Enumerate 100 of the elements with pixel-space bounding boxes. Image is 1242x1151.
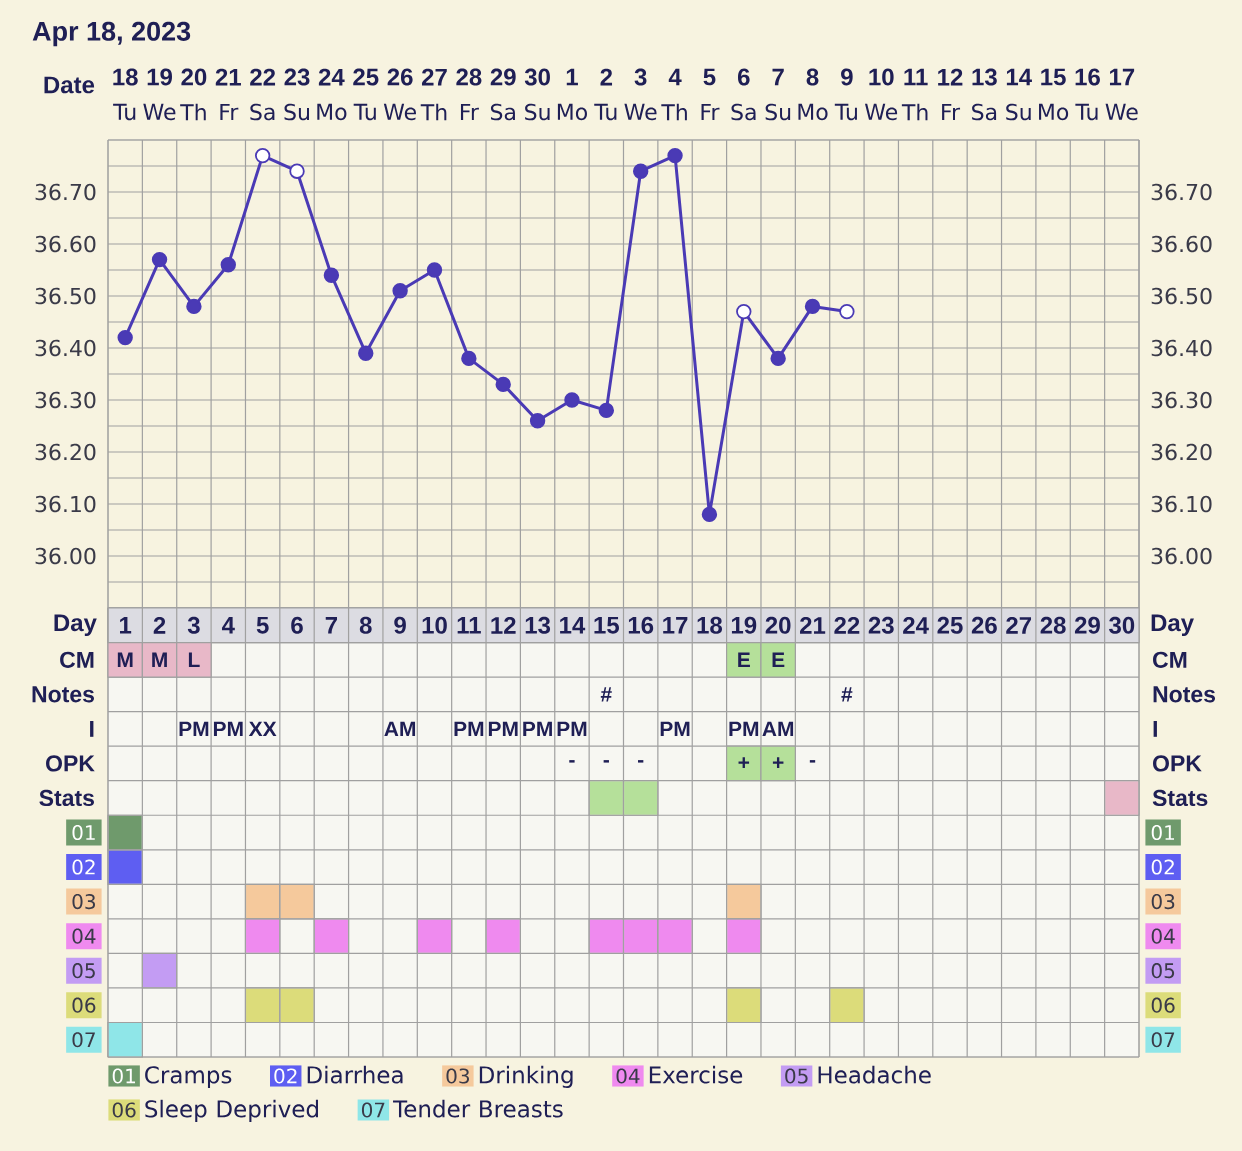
text: Su bbox=[525, 103, 550, 121]
text: Tender Breasts bbox=[393, 1099, 563, 1118]
text: Th bbox=[901, 103, 928, 121]
x-tick-label: 4 bbox=[668, 68, 682, 86]
x-tick-label: 7 bbox=[325, 617, 338, 634]
text: Mo bbox=[317, 103, 347, 121]
text: Fr bbox=[460, 103, 479, 121]
x-tick-label: 13 bbox=[525, 616, 551, 634]
x-tick-label: 2 bbox=[600, 68, 613, 86]
text: Mo bbox=[798, 103, 828, 121]
text: We bbox=[864, 103, 898, 121]
text: E bbox=[772, 652, 785, 668]
y-tick-label: 03 bbox=[1151, 894, 1175, 910]
text: Tu bbox=[834, 103, 857, 121]
category-label: 01 bbox=[112, 1068, 135, 1084]
text: Su bbox=[1006, 103, 1031, 121]
point bbox=[151, 251, 168, 268]
point bbox=[461, 350, 477, 367]
y-tick-label: 07 bbox=[1151, 1032, 1175, 1048]
y-tick-label: 36.70 bbox=[35, 183, 96, 201]
point bbox=[667, 147, 683, 164]
point bbox=[804, 298, 821, 315]
point bbox=[701, 506, 718, 523]
x-tick-label: 10 bbox=[422, 616, 447, 634]
text: Sleep Deprived bbox=[145, 1099, 318, 1123]
point bbox=[426, 262, 443, 278]
point bbox=[254, 147, 271, 164]
annotation: Exercise bbox=[649, 1065, 743, 1084]
annotation: Headache bbox=[818, 1065, 931, 1084]
text: We bbox=[1105, 103, 1138, 121]
x-tick-label: 27 bbox=[1006, 616, 1032, 634]
x-tick-label: 9 bbox=[394, 616, 406, 634]
text: Su bbox=[284, 103, 309, 121]
y-tick-label: 01 bbox=[1151, 824, 1175, 841]
text: - bbox=[809, 760, 816, 763]
x-tick-label: 6 bbox=[291, 616, 303, 634]
y-tick-label: 02 bbox=[1151, 859, 1174, 875]
x-tick-label: 3 bbox=[634, 68, 647, 86]
text: # bbox=[841, 687, 853, 702]
text: XX bbox=[248, 721, 277, 737]
text: AM bbox=[762, 721, 794, 737]
text: We bbox=[624, 103, 657, 121]
x-tick-label: 12 bbox=[938, 68, 963, 86]
x-tick-label: 30 bbox=[524, 68, 550, 86]
annotation: Cramps bbox=[145, 1066, 232, 1089]
text: AM bbox=[384, 721, 416, 737]
category-label: 06 bbox=[112, 1102, 136, 1118]
text: We bbox=[143, 103, 176, 121]
category-label: 04 bbox=[616, 1068, 640, 1084]
annotation: Drinking bbox=[479, 1065, 573, 1089]
point bbox=[289, 163, 305, 179]
x-tick-label: 22 bbox=[834, 616, 860, 634]
text: Tu bbox=[353, 103, 376, 121]
x-tick-label: 4 bbox=[221, 617, 235, 634]
text: M bbox=[152, 652, 167, 668]
x-tick-label: 24 bbox=[318, 68, 345, 86]
text: # bbox=[600, 687, 612, 702]
x-tick-label: 15 bbox=[1041, 68, 1066, 86]
text: Su bbox=[765, 103, 791, 121]
x-tick-label: 16 bbox=[1075, 68, 1100, 86]
text: Day bbox=[1151, 614, 1194, 637]
text: Fr bbox=[701, 103, 720, 121]
point bbox=[323, 267, 340, 283]
x-tick-label: 5 bbox=[703, 68, 716, 86]
x-tick-label: 23 bbox=[868, 616, 894, 634]
point bbox=[632, 163, 649, 179]
y-tick-label: 36.40 bbox=[35, 339, 96, 357]
point bbox=[564, 392, 580, 408]
text: Th bbox=[180, 103, 206, 121]
x-tick-label: 25 bbox=[353, 68, 379, 86]
x-tick-label: 8 bbox=[806, 68, 819, 86]
y-tick-label: Stats bbox=[1152, 789, 1208, 807]
x-tick-label: 18 bbox=[113, 68, 138, 86]
text: - bbox=[638, 760, 644, 763]
y-tick-label: 04 bbox=[1151, 928, 1175, 944]
y-tick-label: 06 bbox=[1151, 997, 1175, 1013]
y-tick-label: CM bbox=[1153, 651, 1187, 668]
category-label: 02 bbox=[274, 1068, 297, 1084]
x-tick-label: 14 bbox=[1006, 68, 1032, 86]
text: PM bbox=[179, 721, 209, 737]
x-tick-label: 5 bbox=[256, 616, 269, 634]
x-tick-label: 23 bbox=[284, 68, 310, 86]
x-tick-label: 26 bbox=[387, 68, 413, 86]
text: - bbox=[569, 760, 575, 763]
x-tick-label: 27 bbox=[421, 68, 447, 86]
text: PM bbox=[660, 721, 690, 737]
text: - bbox=[603, 760, 609, 763]
x-tick-label: 2 bbox=[153, 616, 166, 634]
text: PM bbox=[523, 721, 552, 737]
x-tick-label: 22 bbox=[250, 68, 276, 86]
text: M bbox=[117, 652, 133, 668]
x-tick-label: 9 bbox=[841, 68, 853, 86]
point bbox=[598, 402, 615, 419]
x-tick-label: 14 bbox=[560, 617, 586, 634]
x-tick-label: 29 bbox=[490, 68, 516, 86]
text: PM bbox=[557, 721, 587, 737]
point bbox=[495, 376, 511, 393]
x-tick-label: 19 bbox=[147, 68, 172, 86]
y-tick-label: 36.20 bbox=[35, 443, 96, 461]
point bbox=[839, 303, 855, 320]
